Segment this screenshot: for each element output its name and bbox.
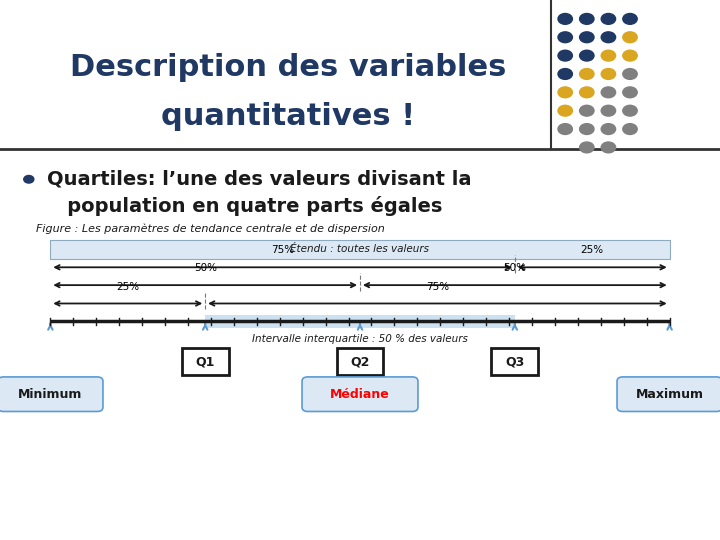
Circle shape: [580, 14, 594, 24]
Circle shape: [580, 87, 594, 98]
Circle shape: [601, 87, 616, 98]
Circle shape: [623, 14, 637, 24]
Text: quantitatives !: quantitatives !: [161, 102, 415, 131]
Circle shape: [580, 32, 594, 43]
Circle shape: [580, 50, 594, 61]
Text: Figure : Les paramètres de tendance centrale et de dispersion: Figure : Les paramètres de tendance cent…: [36, 223, 384, 234]
FancyBboxPatch shape: [0, 377, 103, 411]
Text: Q3: Q3: [505, 355, 524, 368]
Circle shape: [601, 105, 616, 116]
Circle shape: [601, 142, 616, 153]
Circle shape: [623, 32, 637, 43]
Text: 25%: 25%: [580, 245, 604, 255]
Circle shape: [24, 176, 34, 183]
Circle shape: [558, 14, 572, 24]
Circle shape: [558, 50, 572, 61]
Text: 25%: 25%: [116, 281, 140, 292]
Circle shape: [601, 124, 616, 134]
Circle shape: [558, 32, 572, 43]
FancyBboxPatch shape: [302, 377, 418, 411]
Text: 75%: 75%: [271, 245, 294, 255]
FancyBboxPatch shape: [50, 240, 670, 259]
Text: 75%: 75%: [426, 281, 449, 292]
Text: Minimum: Minimum: [18, 388, 83, 401]
FancyBboxPatch shape: [491, 348, 539, 375]
Text: Q1: Q1: [196, 355, 215, 368]
Circle shape: [623, 105, 637, 116]
Circle shape: [558, 87, 572, 98]
Circle shape: [601, 32, 616, 43]
Circle shape: [623, 50, 637, 61]
Circle shape: [580, 69, 594, 79]
Circle shape: [558, 124, 572, 134]
Text: 50%: 50%: [194, 263, 217, 273]
FancyBboxPatch shape: [205, 315, 515, 328]
Circle shape: [623, 69, 637, 79]
Text: Description des variables: Description des variables: [70, 53, 506, 82]
Circle shape: [601, 50, 616, 61]
Circle shape: [601, 69, 616, 79]
Circle shape: [558, 69, 572, 79]
Text: Q2: Q2: [351, 355, 369, 368]
Text: Médiane: Médiane: [330, 388, 390, 401]
Text: Intervalle interquartile : 50 % des valeurs: Intervalle interquartile : 50 % des vale…: [252, 334, 468, 344]
FancyBboxPatch shape: [617, 377, 720, 411]
Circle shape: [580, 105, 594, 116]
Circle shape: [601, 14, 616, 24]
Circle shape: [623, 124, 637, 134]
Circle shape: [580, 142, 594, 153]
Circle shape: [558, 105, 572, 116]
Circle shape: [580, 124, 594, 134]
Text: Étendu : toutes les valeurs: Étendu : toutes les valeurs: [290, 245, 430, 254]
Text: 50%: 50%: [503, 263, 526, 273]
Text: population en quatre parts égales: population en quatre parts égales: [47, 196, 442, 217]
FancyBboxPatch shape: [181, 348, 228, 375]
Circle shape: [623, 87, 637, 98]
FancyBboxPatch shape: [336, 348, 383, 375]
Text: Maximum: Maximum: [636, 388, 703, 401]
Text: Quartiles: l’une des valeurs divisant la: Quartiles: l’une des valeurs divisant la: [47, 170, 472, 189]
